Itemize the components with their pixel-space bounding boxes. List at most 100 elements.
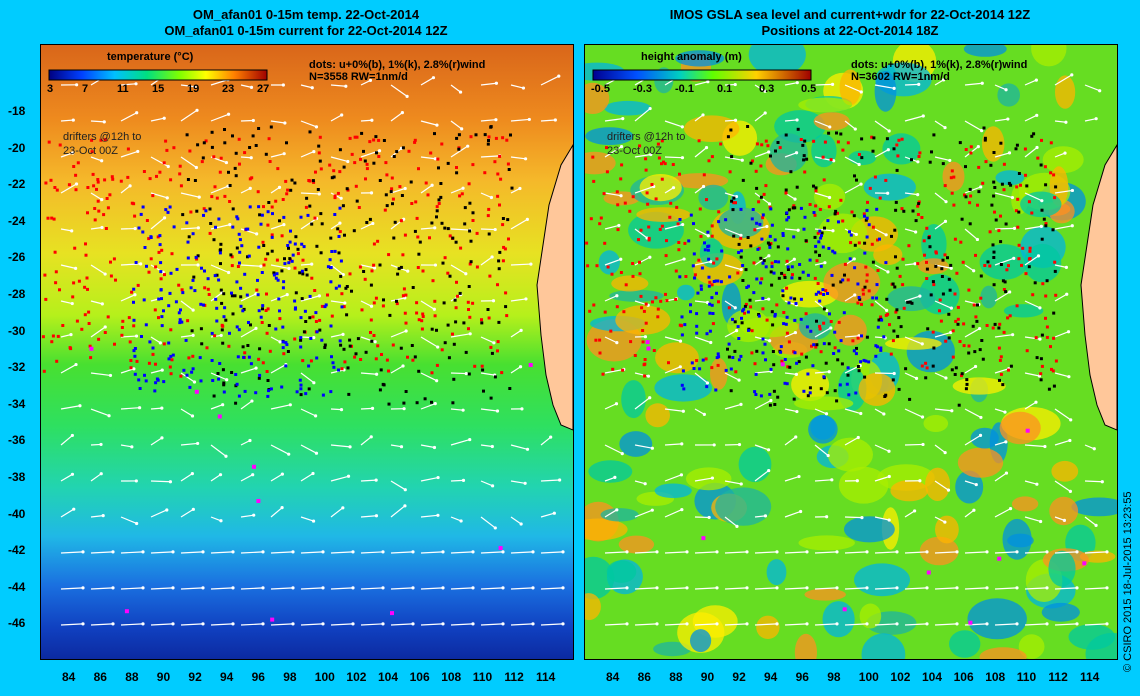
current-arrow-head (709, 259, 713, 264)
current-arrow-head (1038, 306, 1042, 310)
drifter-dot (1035, 356, 1039, 360)
anomaly-blob (798, 535, 855, 551)
current-arrow-head (648, 255, 652, 259)
drifter-dot (641, 329, 645, 332)
latitude-tick-label: -36 (8, 433, 26, 448)
current-arrow-head (251, 473, 255, 477)
drifter-dot (318, 135, 322, 139)
drifter-dot (340, 292, 344, 296)
current-arrow-head (1006, 117, 1010, 121)
current-arrow-head (133, 226, 137, 231)
drifter-dot (829, 158, 833, 162)
drifter-dot (899, 325, 903, 329)
drifter-dot (153, 308, 157, 312)
current-arrow-head (108, 373, 113, 378)
current-arrow-head (671, 186, 676, 190)
drifter-dot (707, 284, 711, 288)
current-arrow-head (679, 473, 684, 477)
drifter-dot (170, 358, 174, 362)
drifter-dot (908, 397, 912, 401)
drifter-dot (191, 367, 195, 371)
current-arrow (150, 217, 165, 230)
drifter-dot (708, 311, 712, 315)
drifter-dot (746, 310, 750, 314)
drifter-dot (496, 340, 500, 344)
drifter-dot (855, 178, 858, 182)
current-arrow-head (1039, 224, 1043, 228)
drifter-dot (802, 227, 806, 231)
drifter-dot (956, 317, 960, 321)
drifter-dot (748, 298, 752, 302)
drifter-dot (785, 315, 789, 319)
drifter-dot (320, 222, 324, 226)
drifter-dot (956, 305, 960, 309)
drifter-dot (952, 203, 956, 207)
drifter-dot (717, 300, 720, 304)
current-arrow (604, 258, 621, 266)
drifter-dot (89, 356, 93, 360)
drifter-dot (598, 338, 602, 342)
drifter-dot (863, 214, 866, 218)
drifter-dot (179, 374, 183, 378)
current-arrow-head (161, 270, 165, 274)
drifter-dot (874, 354, 878, 358)
drifter-dot (801, 143, 805, 147)
drifter-dot (729, 389, 733, 393)
drifter-dot (708, 302, 712, 306)
drifter-dot (775, 303, 779, 307)
current-arrow-head (381, 550, 385, 554)
current-arrow-head (71, 118, 75, 122)
current-arrow-head (1036, 254, 1041, 258)
drifter-dot (102, 213, 106, 217)
drifter-dot (403, 311, 407, 315)
current-arrow-head (344, 84, 348, 88)
drifter-dot (416, 235, 420, 239)
current-arrow-head (985, 622, 989, 626)
drifter-dot (330, 250, 334, 253)
drifter-dot (768, 392, 772, 396)
current-arrow-head (381, 586, 385, 590)
drifter-dot (156, 378, 160, 382)
drifter-dot (988, 264, 992, 268)
drifter-dot (644, 168, 648, 172)
drifter-dot (766, 144, 770, 148)
drifter-dot (199, 302, 203, 306)
drifter-dot (977, 165, 981, 169)
drifter-dot (354, 184, 358, 188)
current-arrow (1024, 192, 1043, 202)
current-arrow-head (431, 76, 436, 80)
drifter-dot (299, 215, 303, 219)
current-arrow-head (649, 152, 653, 157)
drifter-dot (839, 198, 843, 202)
drifter-dot (298, 271, 302, 275)
drifter-dot (1040, 237, 1044, 241)
drifter-dot (443, 256, 447, 260)
drifter-dot (741, 264, 745, 267)
current-arrow (540, 75, 560, 86)
current-arrow-head (411, 622, 415, 626)
current-arrow (784, 332, 796, 338)
drifter-dot (861, 288, 865, 292)
current-arrow-head (920, 342, 924, 346)
drifter-dot (168, 365, 172, 369)
drifter-dot (93, 207, 97, 210)
drifter-dot (213, 274, 217, 278)
current-arrow-head (733, 118, 738, 122)
drifter-dot (759, 164, 763, 168)
drifter-dot (103, 331, 107, 334)
drifter-dot (128, 340, 132, 344)
drifter-dot (421, 315, 425, 318)
current-arrow-head (978, 326, 982, 331)
current-arrow-head (827, 370, 831, 374)
drifter-dot (172, 225, 176, 229)
drifter-dot (864, 265, 868, 269)
current-arrow-head (887, 474, 891, 479)
drifter-dot (876, 238, 879, 242)
drifter-dot (853, 266, 857, 270)
current-arrow (904, 510, 915, 518)
drifter-dot (174, 300, 178, 304)
drifter-dot (822, 342, 826, 346)
drifter-dot (770, 261, 774, 265)
drifter-dot (205, 346, 209, 350)
drifter-dot (964, 165, 967, 169)
